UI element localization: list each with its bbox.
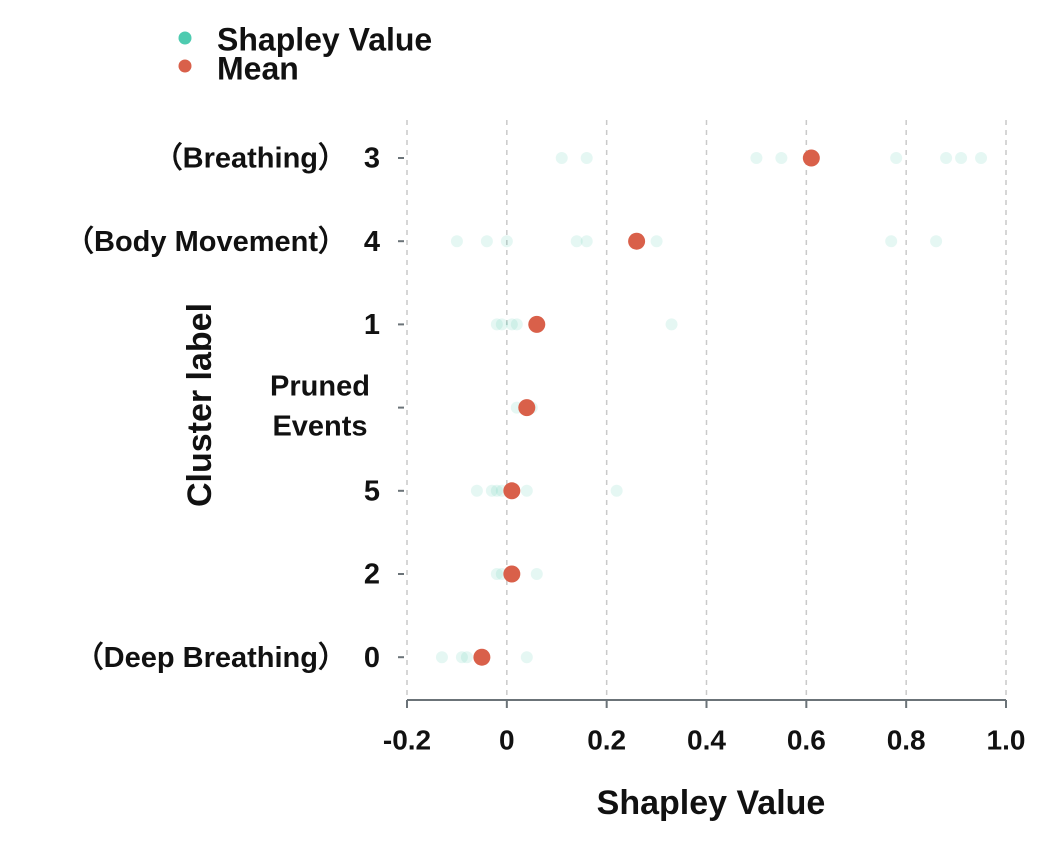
shapley-point — [955, 152, 968, 164]
shapley-point — [530, 568, 543, 580]
shapley-point — [665, 318, 678, 331]
shapley-point — [490, 484, 503, 497]
shapley-point — [520, 651, 533, 664]
grid-layer — [406, 120, 1007, 700]
category-id-label: 5 — [364, 475, 380, 507]
category-id-label: 0 — [364, 642, 380, 674]
shapley-point — [485, 484, 498, 497]
shapley-point — [940, 152, 953, 164]
shapley-point — [510, 318, 523, 331]
mean-point — [518, 399, 536, 417]
shapley-point — [495, 318, 508, 331]
legend-label-shapley: Shapley Value — [217, 21, 432, 57]
mean-point — [628, 232, 646, 250]
shapley-point — [975, 152, 988, 164]
shapley-point — [460, 651, 473, 664]
shapley-point — [610, 484, 623, 497]
shapley-point — [930, 235, 943, 248]
legend-label-mean: Mean — [217, 50, 299, 86]
mean-point — [473, 648, 491, 666]
mean-point — [503, 482, 521, 500]
shapley-point — [885, 235, 898, 248]
shapley-point — [650, 235, 663, 248]
y-axis-title: Cluster label — [181, 303, 219, 507]
mean-point — [802, 149, 820, 167]
category-name-label: （Body Movement） — [65, 225, 347, 258]
category-labels: 3 （Breathing） 4 （Body Movement） 1 Pruned Event… — [65, 142, 380, 674]
legend: Shapley Value Mean — [178, 21, 432, 86]
shapley-point — [490, 568, 503, 580]
x-tick-label: 0.2 — [587, 724, 626, 755]
category-name-label: （Deep Breathing） — [75, 641, 347, 674]
category-id-label: 3 — [364, 143, 380, 175]
mean-point — [528, 315, 546, 333]
shapley-point — [435, 651, 448, 664]
legend-marker-mean — [178, 59, 192, 73]
shapley-point — [520, 484, 533, 497]
shapley-point — [570, 235, 583, 248]
shapley-point — [500, 235, 513, 248]
shapley-point — [775, 152, 788, 164]
x-tick-label: 0.8 — [887, 724, 926, 755]
x-tick-label: 0.6 — [787, 724, 826, 755]
category-id-label: 4 — [364, 226, 380, 258]
x-tick-label: 0 — [499, 724, 515, 755]
shapley-point — [580, 235, 593, 248]
category-id-label: 2 — [364, 559, 380, 591]
x-tick-label: -0.2 — [383, 724, 431, 755]
legend-marker-shapley — [178, 31, 192, 45]
category-name-label: Pruned Events — [270, 370, 370, 442]
shapley-point — [450, 235, 463, 248]
mean-point — [503, 565, 521, 583]
x-tick-label: 0.4 — [687, 724, 726, 755]
shapley-point — [505, 318, 518, 331]
category-name-label: （Breathing） — [154, 142, 347, 175]
shapley-point — [480, 235, 493, 248]
shapley-point — [750, 152, 763, 164]
shapley-point — [555, 152, 568, 164]
mean-points — [473, 149, 820, 666]
shapley-point — [580, 152, 593, 164]
shapley-point — [470, 484, 483, 497]
x-axis: -0.2 0 0.2 0.4 0.6 0.8 1.0 — [383, 157, 1026, 755]
x-tick-label: 1.0 — [987, 724, 1026, 755]
shapley-point — [890, 152, 903, 164]
category-id-label: 1 — [364, 309, 380, 341]
shapley-point — [490, 318, 503, 331]
x-axis-title: Shapley Value — [597, 784, 826, 822]
shapley-point — [455, 651, 468, 664]
